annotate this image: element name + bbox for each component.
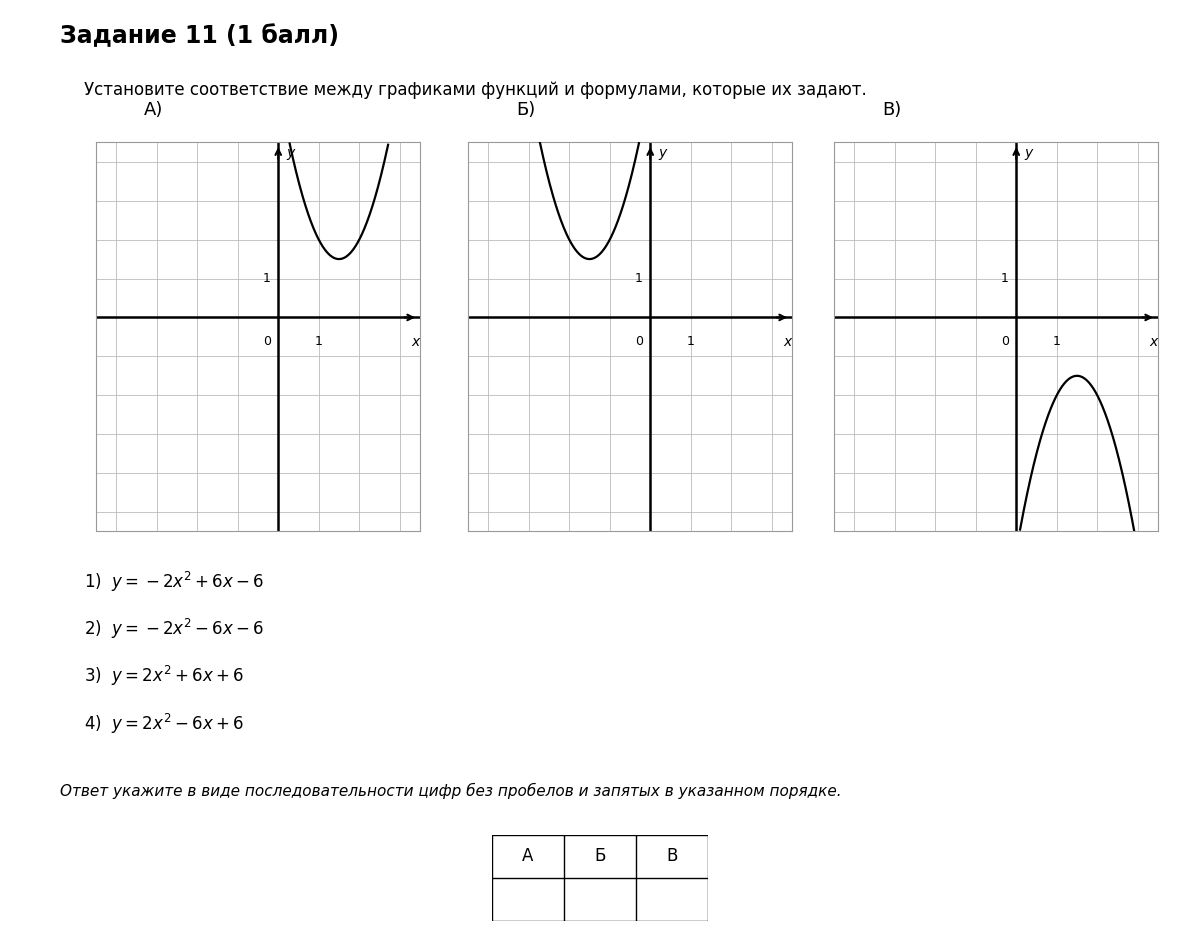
Text: y: y xyxy=(1025,146,1032,160)
Text: 1: 1 xyxy=(1001,272,1009,285)
Text: 1: 1 xyxy=(686,335,695,348)
Text: Б): Б) xyxy=(516,101,535,119)
Text: x: x xyxy=(412,335,420,349)
Text: В: В xyxy=(666,847,678,865)
Text: x: x xyxy=(1150,335,1158,349)
Text: А): А) xyxy=(144,101,163,119)
Text: 1)  $y = -2x^2 + 6x - 6$: 1) $y = -2x^2 + 6x - 6$ xyxy=(84,569,264,593)
Text: y: y xyxy=(287,146,295,160)
Text: В): В) xyxy=(882,101,901,119)
Text: Установите соответствие между графиками функций и формулами, которые их задают.: Установите соответствие между графиками … xyxy=(84,81,866,99)
Text: 1: 1 xyxy=(635,272,643,285)
Text: 2)  $y = -2x^2 - 6x - 6$: 2) $y = -2x^2 - 6x - 6$ xyxy=(84,617,264,641)
Text: 4)  $y = 2x^2 - 6x + 6$: 4) $y = 2x^2 - 6x + 6$ xyxy=(84,712,244,735)
Text: 0: 0 xyxy=(263,335,271,348)
Text: Ответ укажите в виде последовательности цифр без пробелов и запятых в указанном : Ответ укажите в виде последовательности … xyxy=(60,783,841,799)
Text: 0: 0 xyxy=(635,335,643,348)
Text: Б: Б xyxy=(594,847,606,865)
Text: 1: 1 xyxy=(1052,335,1061,348)
Text: А: А xyxy=(522,847,534,865)
Text: y: y xyxy=(659,146,667,160)
Text: 1: 1 xyxy=(314,335,323,348)
Text: 3)  $y = 2x^2 + 6x + 6$: 3) $y = 2x^2 + 6x + 6$ xyxy=(84,664,244,688)
Text: 0: 0 xyxy=(1001,335,1009,348)
Text: x: x xyxy=(784,335,792,349)
Text: Задание 11 (1 балл): Задание 11 (1 балл) xyxy=(60,24,340,47)
Text: 1: 1 xyxy=(263,272,271,285)
